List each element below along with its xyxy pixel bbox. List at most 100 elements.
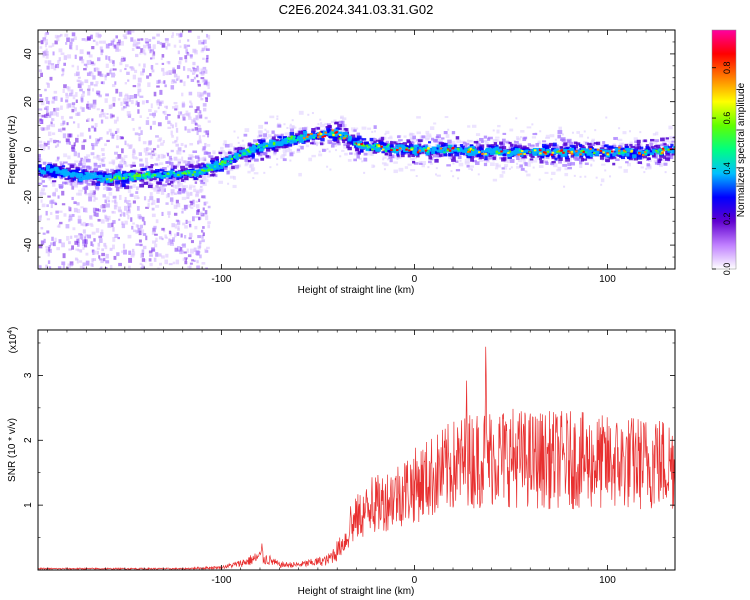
noise-speckle xyxy=(50,63,55,66)
signal-pixel xyxy=(177,191,182,195)
noise-speckle xyxy=(117,39,121,43)
signal-pixel xyxy=(296,136,301,141)
signal-pixel xyxy=(187,157,192,160)
signal-core-pixel xyxy=(376,143,379,146)
noise-speckle xyxy=(147,199,151,203)
noise-speckle xyxy=(47,60,52,65)
signal-pixel xyxy=(367,144,372,148)
noise-speckle xyxy=(105,217,110,222)
noise-speckle xyxy=(102,209,106,213)
noise-speckle xyxy=(66,235,70,241)
noise-speckle xyxy=(188,186,192,190)
signal-pixel xyxy=(123,155,128,159)
signal-pixel xyxy=(480,140,484,144)
signal-pixel xyxy=(309,134,314,139)
signal-pixel xyxy=(347,146,352,151)
noise-speckle xyxy=(45,53,49,59)
noise-speckle xyxy=(87,90,91,96)
signal-pixel xyxy=(155,204,160,208)
noise-speckle xyxy=(78,234,83,239)
noise-speckle xyxy=(157,139,162,142)
noise-speckle xyxy=(89,222,93,226)
signal-pixel xyxy=(343,143,348,146)
signal-core-pixel xyxy=(557,150,561,153)
noise-speckle xyxy=(161,237,164,241)
signal-pixel xyxy=(89,170,95,175)
signal-pixel xyxy=(447,142,451,147)
noise-speckle xyxy=(159,89,163,95)
signal-pixel xyxy=(367,151,373,156)
signal-pixel xyxy=(654,139,660,142)
signal-pixel xyxy=(116,183,121,187)
signal-pixel xyxy=(563,148,567,153)
signal-pixel xyxy=(507,153,512,157)
noise-speckle xyxy=(176,136,179,141)
signal-core-pixel xyxy=(478,151,481,154)
signal-pixel xyxy=(40,190,45,194)
signal-pixel xyxy=(517,143,522,147)
signal-pixel xyxy=(447,152,452,157)
signal-pixel xyxy=(579,134,584,138)
noise-speckle xyxy=(38,244,43,249)
signal-pixel xyxy=(199,188,204,192)
noise-speckle xyxy=(68,92,73,97)
signal-pixel xyxy=(268,141,273,145)
signal-core-pixel xyxy=(606,153,610,156)
signal-pixel xyxy=(410,169,416,172)
noise-speckle xyxy=(72,227,76,231)
noise-speckle xyxy=(46,230,50,234)
noise-speckle xyxy=(84,79,89,84)
noise-speckle xyxy=(316,142,319,145)
signal-pixel xyxy=(91,181,96,184)
signal-pixel xyxy=(577,152,582,155)
noise-speckle xyxy=(150,49,155,52)
signal-pixel xyxy=(670,143,674,147)
signal-pixel xyxy=(413,162,419,165)
signal-pixel xyxy=(227,151,232,154)
noise-speckle xyxy=(107,222,112,228)
signal-pixel xyxy=(582,158,588,161)
noise-speckle xyxy=(145,206,149,209)
signal-pixel xyxy=(73,181,77,185)
noise-speckle xyxy=(105,203,110,208)
noise-speckle xyxy=(156,144,160,148)
signal-pixel xyxy=(333,142,338,147)
noise-speckle xyxy=(618,127,621,130)
noise-speckle xyxy=(478,141,481,144)
noise-speckle xyxy=(123,57,126,62)
signal-pixel xyxy=(116,176,120,180)
signal-core-pixel xyxy=(551,151,555,154)
signal-pixel xyxy=(42,175,47,178)
signal-pixel xyxy=(165,175,169,178)
signal-pixel xyxy=(412,156,417,160)
noise-speckle xyxy=(165,38,169,43)
signal-pixel xyxy=(118,181,123,185)
signal-core-pixel xyxy=(422,147,426,150)
noise-speckle xyxy=(41,203,46,208)
signal-core-pixel xyxy=(111,178,114,181)
signal-pixel xyxy=(655,144,661,149)
signal-pixel xyxy=(91,182,96,186)
signal-pixel xyxy=(210,169,215,173)
signal-pixel xyxy=(289,125,294,130)
signal-core-pixel xyxy=(644,152,648,155)
noise-speckle xyxy=(51,236,54,241)
signal-core-pixel xyxy=(144,177,147,180)
signal-core-pixel xyxy=(362,144,366,147)
noise-speckle xyxy=(71,32,76,37)
signal-pixel xyxy=(47,162,52,165)
noise-speckle xyxy=(112,102,116,107)
noise-speckle xyxy=(87,234,92,239)
signal-pixel xyxy=(421,163,425,168)
signal-pixel xyxy=(180,165,185,169)
signal-pixel xyxy=(252,145,256,149)
signal-pixel xyxy=(39,169,45,173)
signal-pixel xyxy=(620,155,626,159)
signal-core-pixel xyxy=(641,153,645,156)
noise-speckle xyxy=(160,57,163,61)
signal-pixel xyxy=(272,144,276,148)
signal-pixel xyxy=(190,158,194,161)
signal-pixel xyxy=(546,148,551,151)
signal-pixel xyxy=(277,136,282,139)
